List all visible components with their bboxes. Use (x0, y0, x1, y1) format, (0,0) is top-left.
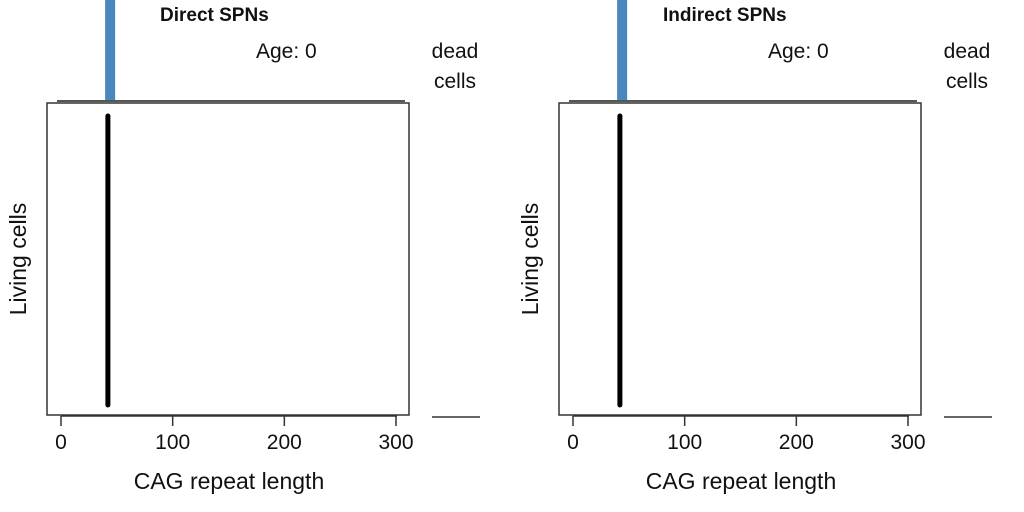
x-axis-ticks: 0 100 200 300 (567, 416, 926, 454)
x-tick-label: 100 (667, 431, 702, 454)
y-axis-label: Living cells (5, 203, 31, 316)
y-axis-label: Living cells (517, 203, 543, 316)
dead-cells-label-line2: cells (434, 70, 476, 93)
x-tick-label: 100 (155, 431, 190, 454)
panel-title: Indirect SPNs (663, 5, 787, 26)
plot-frame (558, 102, 922, 416)
panel-title: Direct SPNs (160, 5, 269, 26)
x-axis-label: CAG repeat length (646, 468, 837, 494)
panel-indirect-spns: Indirect SPNs Age: 0 dead cells 0 100 200 3… (517, 0, 992, 494)
dead-cells-bar (617, 0, 628, 101)
x-axis-label: CAG repeat length (134, 468, 325, 494)
x-tick-label: 300 (890, 431, 925, 454)
x-tick-label: 0 (567, 431, 579, 454)
x-axis-ticks: 0 100 200 300 (55, 416, 414, 454)
panel-direct-spns: Direct SPNs Age: 0 dead cells 0 100 200 300… (5, 0, 480, 494)
x-tick-label: 0 (55, 431, 67, 454)
x-tick-label: 200 (779, 431, 814, 454)
plot-frame (46, 102, 410, 416)
dead-cells-label-line1: dead (432, 40, 479, 63)
age-label: Age: 0 (256, 40, 317, 63)
dead-cells-label-line2: cells (946, 70, 988, 93)
dead-cells-bar (105, 0, 116, 101)
age-label: Age: 0 (768, 40, 829, 63)
dead-cells-label-line1: dead (944, 40, 991, 63)
x-tick-label: 200 (267, 431, 302, 454)
x-tick-label: 300 (378, 431, 413, 454)
